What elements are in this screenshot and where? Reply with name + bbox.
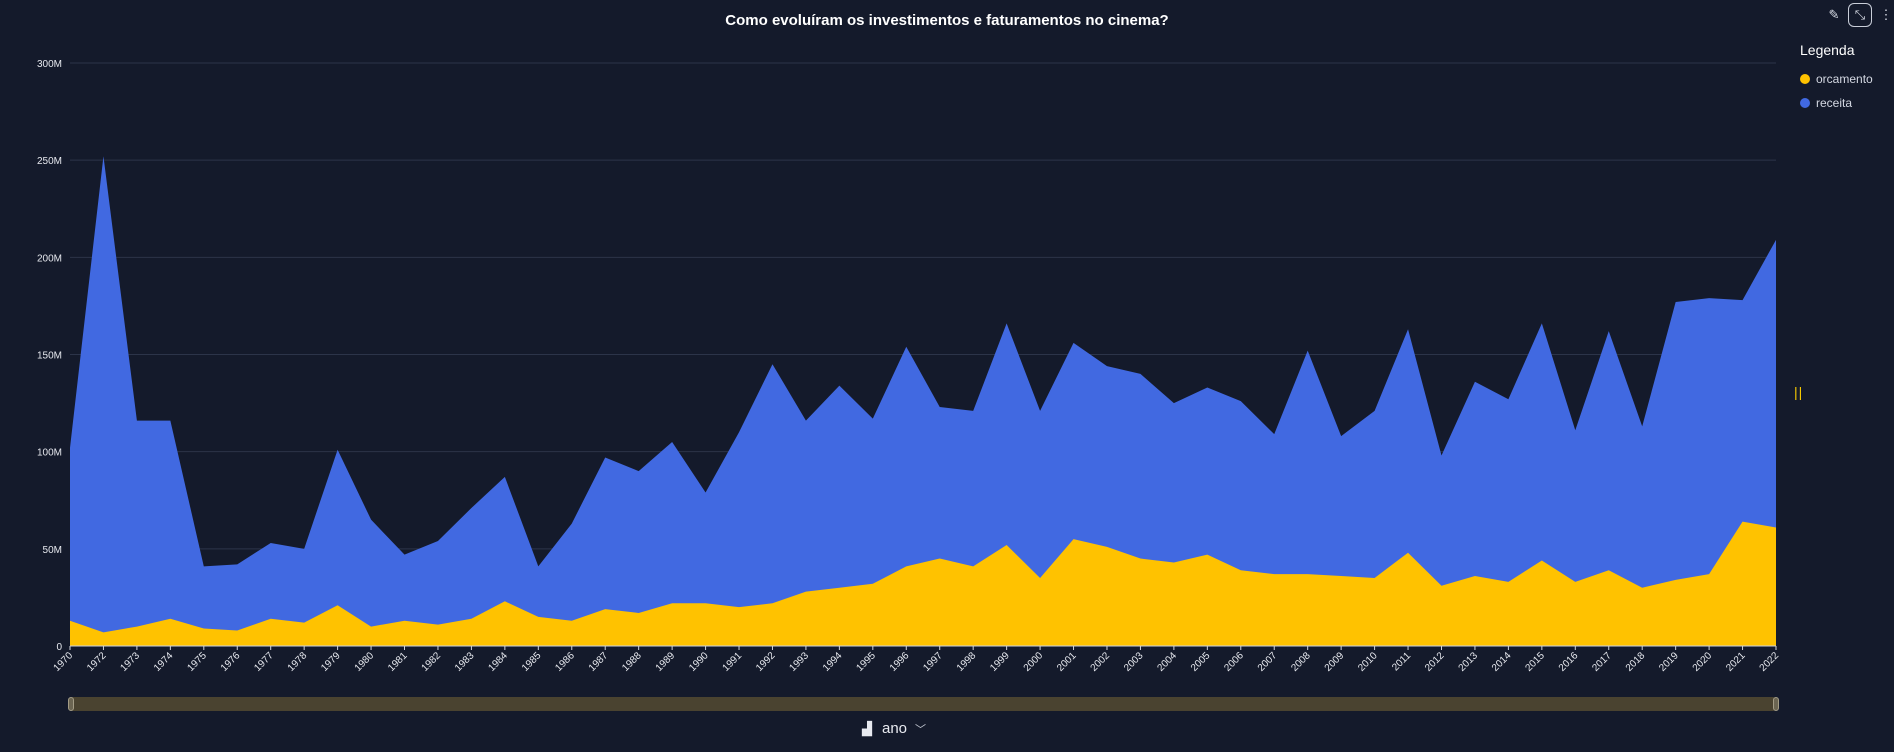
chart-title: Como evoluíram os investimentos e fatura… xyxy=(725,12,1169,29)
legend-label-orcamento: orcamento xyxy=(1816,72,1873,86)
x-tick-label: 1991 xyxy=(721,650,745,674)
x-tick-label: 2019 xyxy=(1657,650,1681,674)
x-tick-label: 1985 xyxy=(520,650,544,674)
x-tick-label: 1986 xyxy=(553,650,577,674)
x-tick-label: 1976 xyxy=(219,650,243,674)
edit-icon[interactable]: ✎ xyxy=(1828,7,1840,22)
legend-title: Legenda xyxy=(1800,42,1855,58)
x-tick-label: 2018 xyxy=(1624,650,1648,674)
x-tick-label: 1988 xyxy=(620,650,644,674)
x-tick-label: 1978 xyxy=(286,650,310,674)
x-tick-label: 2003 xyxy=(1122,650,1146,674)
x-tick-label: 1987 xyxy=(587,650,611,674)
x-tick-label: 2020 xyxy=(1691,650,1715,674)
x-tick-label: 1983 xyxy=(453,650,477,674)
more-vertical-icon[interactable]: ⋮ xyxy=(1879,7,1893,22)
y-tick-label: 250M xyxy=(37,156,62,167)
x-tick-label: 2004 xyxy=(1155,650,1179,674)
x-tick-label: 2007 xyxy=(1256,650,1280,674)
legend-item-receita[interactable]: receita xyxy=(1800,96,1894,110)
x-tick-label: 2006 xyxy=(1222,650,1246,674)
range-slider-end-handle[interactable] xyxy=(1773,697,1779,711)
legend-dot-orcamento xyxy=(1800,74,1810,84)
x-tick-label: 1972 xyxy=(85,650,109,674)
x-tick-label: 2021 xyxy=(1724,650,1748,674)
x-tick-label: 1981 xyxy=(386,650,410,674)
x-tick-label: 2008 xyxy=(1289,650,1313,674)
x-tick-label: 2015 xyxy=(1523,650,1547,674)
y-tick-label: 0 xyxy=(56,642,62,653)
x-tick-label: 1990 xyxy=(687,650,711,674)
x-axis-field-label: ano xyxy=(882,720,908,737)
x-tick-label: 1977 xyxy=(252,650,276,674)
series-area-orcamento xyxy=(70,521,1776,646)
x-tick-label: 2014 xyxy=(1490,650,1514,674)
y-tick-label: 100M xyxy=(37,448,62,459)
legend-dot-receita xyxy=(1800,98,1810,108)
y-tick-label: 50M xyxy=(43,545,62,556)
x-tick-label: 2013 xyxy=(1457,650,1481,674)
x-tick-label: 2010 xyxy=(1356,650,1380,674)
x-axis-field-selector[interactable]: ▟ ano ﹀ xyxy=(862,720,926,737)
x-tick-label: 1984 xyxy=(486,650,510,674)
x-tick-label: 1993 xyxy=(788,650,812,674)
y-tick-label: 300M xyxy=(37,59,62,70)
x-tick-label: 2001 xyxy=(1055,650,1079,674)
panel-resize-handle-icon[interactable]: || xyxy=(1794,384,1804,400)
x-tick-label: 1982 xyxy=(420,650,444,674)
x-tick-label: 1998 xyxy=(955,650,979,674)
x-tick-label: 2002 xyxy=(1089,650,1113,674)
y-tick-label: 150M xyxy=(37,351,62,362)
x-tick-label: 1979 xyxy=(319,650,343,674)
x-tick-label: 1974 xyxy=(152,650,176,674)
x-tick-label: 1992 xyxy=(754,650,778,674)
x-tick-label: 1996 xyxy=(888,650,912,674)
x-tick-label: 1997 xyxy=(921,650,945,674)
x-tick-label: 2009 xyxy=(1323,650,1347,674)
range-slider-track[interactable] xyxy=(70,697,1776,711)
legend-label-receita: receita xyxy=(1816,96,1853,110)
series-area-receita xyxy=(70,156,1776,646)
x-tick-label: 1975 xyxy=(185,650,209,674)
x-tick-label: 1994 xyxy=(821,650,845,674)
x-tick-label: 1989 xyxy=(654,650,678,674)
x-tick-label: 2012 xyxy=(1423,650,1447,674)
y-tick-label: 200M xyxy=(37,253,62,264)
collapse-icon[interactable]: ⤡ xyxy=(1848,3,1872,27)
x-tick-label: 2005 xyxy=(1189,650,1213,674)
x-tick-label: 1980 xyxy=(353,650,377,674)
x-tick-label: 2000 xyxy=(1022,650,1046,674)
legend-item-orcamento[interactable]: orcamento xyxy=(1800,72,1894,86)
range-slider-start-handle[interactable] xyxy=(68,697,74,711)
legend: Legenda orcamento receita xyxy=(1800,42,1894,120)
x-tick-label: 2022 xyxy=(1758,650,1782,674)
x-tick-label: 1999 xyxy=(988,650,1012,674)
x-tick-label: 1970 xyxy=(52,650,76,674)
x-tick-label: 2016 xyxy=(1557,650,1581,674)
axis-icon: ▟ xyxy=(862,720,872,736)
x-tick-label: 1973 xyxy=(119,650,143,674)
x-tick-label: 2017 xyxy=(1590,650,1614,674)
x-tick-label: 1995 xyxy=(854,650,878,674)
chevron-down-icon: ﹀ xyxy=(915,723,927,736)
chart-toolbar: ✎ ⤡ ⋮ xyxy=(1822,3,1894,27)
x-tick-label: 2011 xyxy=(1390,650,1413,673)
